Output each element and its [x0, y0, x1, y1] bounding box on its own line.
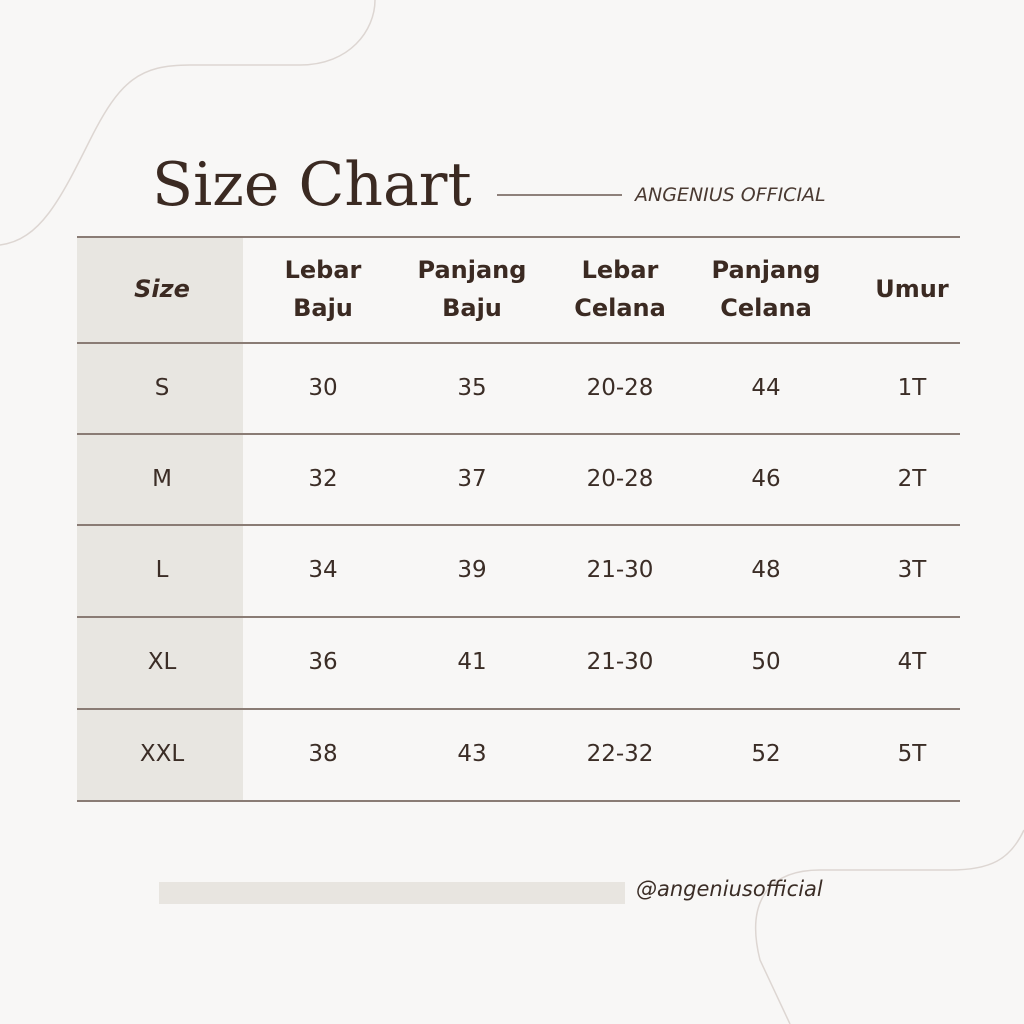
table-cell: 2T	[897, 465, 927, 492]
table-cell: 3T	[897, 557, 927, 583]
brand: ANGENIUS OFFICIAL	[635, 184, 826, 206]
table-cell: 5T	[897, 741, 927, 767]
table-cell: 46	[751, 465, 781, 492]
table-cell: 20-28	[586, 374, 654, 401]
header-line: Panjang	[711, 256, 821, 284]
table-cell: L	[155, 557, 169, 583]
table-cell: 39	[457, 557, 487, 583]
row-rule	[77, 524, 960, 526]
table-cell: 48	[751, 557, 781, 583]
table-cell: 38	[308, 741, 338, 767]
table-cell: 52	[751, 741, 781, 767]
header-line: Panjang	[417, 256, 527, 284]
column-header: Panjang Celana	[686, 236, 846, 342]
table-cell: 1T	[897, 374, 927, 401]
table-cell: XL	[147, 649, 177, 675]
header-line: Size	[134, 275, 190, 303]
table-cell: 22-32	[586, 741, 654, 767]
table-cell: XXL	[139, 741, 185, 767]
table-cell: 21-30	[586, 649, 654, 675]
table-cell: 20-28	[586, 465, 654, 492]
row-rule	[77, 236, 960, 238]
table-cell: M	[152, 465, 172, 492]
header-line: Lebar	[581, 256, 659, 284]
header-line: Baju	[293, 294, 353, 322]
row-rule	[77, 616, 960, 618]
row-rule	[77, 708, 960, 710]
table-cell: 36	[308, 649, 338, 675]
header-line: Baju	[442, 294, 502, 322]
table-cell: 32	[308, 465, 338, 492]
table-cell: 37	[457, 465, 487, 492]
row-rule	[77, 342, 960, 344]
table-cell: 34	[308, 557, 338, 583]
table-cell: 50	[751, 649, 781, 675]
column-header: Lebar Celana	[540, 236, 700, 342]
table-cell: 35	[457, 374, 487, 401]
column-header: Umur	[832, 236, 992, 342]
table-cell: 4T	[897, 649, 927, 675]
header-line: Celana	[720, 294, 812, 322]
column-header: Panjang Baju	[392, 236, 552, 342]
header-line: Lebar	[284, 256, 362, 284]
title: Size Chart	[152, 150, 472, 220]
table-cell: 30	[308, 374, 338, 401]
row-rule	[77, 433, 960, 435]
table-cell: 43	[457, 741, 487, 767]
table-cell: S	[154, 374, 170, 401]
table-cell: 21-30	[586, 557, 654, 583]
row-rule	[77, 800, 960, 802]
size-column-bg	[77, 237, 243, 800]
handle: @angeniusofficial	[636, 877, 823, 901]
table-cell: 44	[751, 374, 781, 401]
header-line: Umur	[875, 275, 949, 303]
header-line: Celana	[574, 294, 666, 322]
table-cell: 41	[457, 649, 487, 675]
column-header: Size	[82, 236, 242, 342]
footer-bar	[159, 882, 625, 904]
column-header: Lebar Baju	[243, 236, 403, 342]
